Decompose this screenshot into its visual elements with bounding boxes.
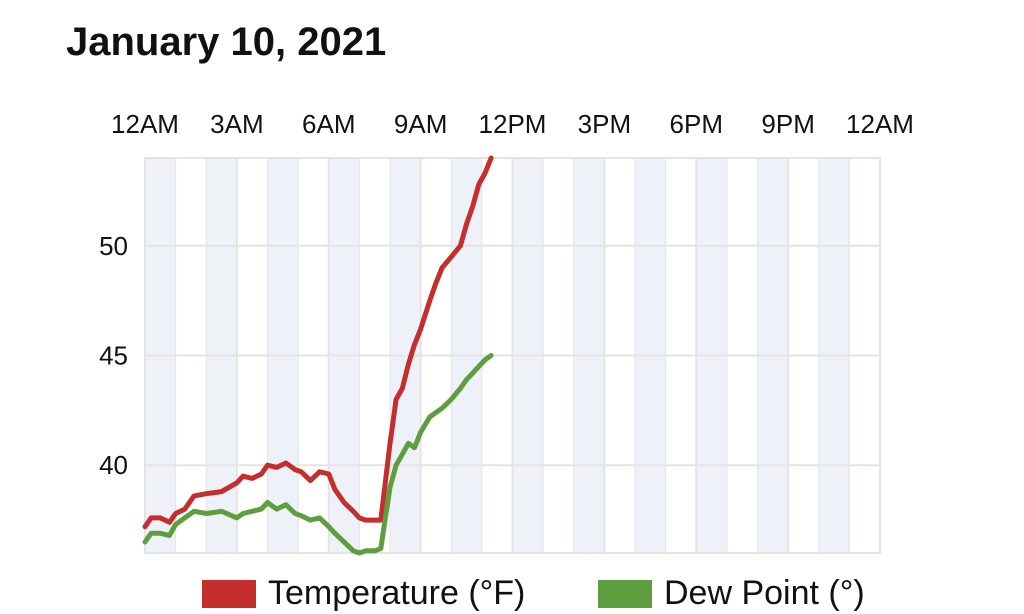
x-tick-label: 6AM	[302, 109, 355, 139]
legend-swatch-temperature	[202, 579, 256, 608]
legend-label-temperature: Temperature (°F)	[268, 574, 526, 612]
x-tick-label: 12PM	[479, 109, 547, 139]
temperature-line	[142, 155, 494, 530]
legend-item-temperature[interactable]: Temperature (°F)	[202, 574, 525, 613]
x-tick-label: 12AM	[111, 109, 179, 139]
y-tick-label: 45	[99, 341, 128, 371]
x-tick-label: 3PM	[578, 109, 631, 139]
x-tick-label: 9AM	[394, 109, 447, 139]
y-tick-label: 50	[99, 231, 128, 261]
legend-swatch-dew-point	[598, 579, 652, 608]
y-tick-label: 40	[99, 450, 128, 480]
legend: Temperature (°F) Dew Point (°)	[0, 574, 1024, 614]
plot-border	[144, 157, 881, 554]
chart-title: January 10, 2021	[66, 20, 387, 64]
legend-label-dew-point: Dew Point (°)	[664, 574, 865, 612]
x-tick-label: 12AM	[846, 109, 914, 139]
dew-point-line	[142, 353, 494, 556]
x-tick-label: 9PM	[761, 109, 814, 139]
x-tick-label: 3AM	[210, 109, 263, 139]
legend-item-dew-point[interactable]: Dew Point (°)	[598, 574, 865, 613]
x-tick-label: 6PM	[670, 109, 723, 139]
